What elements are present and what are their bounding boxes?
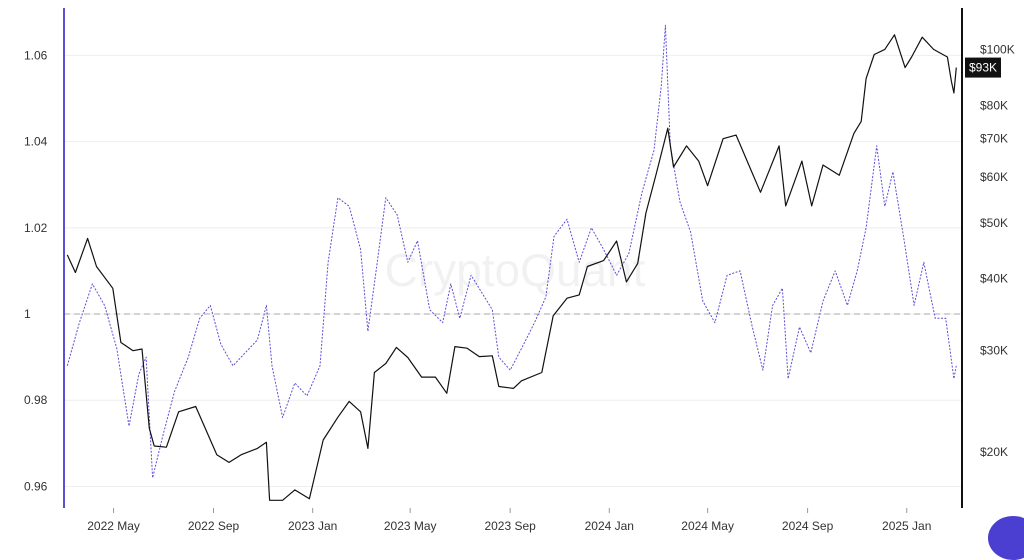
left-axis-ticks: 0.96 0.98 1 1.02 1.04 1.06: [24, 48, 48, 493]
right-axis-tick-label: $40K: [980, 272, 1008, 286]
current-price-label: $93K: [969, 61, 997, 75]
series-group: [66, 24, 957, 501]
x-axis-tick-label: 2024 Jan: [585, 519, 634, 533]
left-axis-tick-label: 1.02: [24, 221, 48, 235]
help-bubble[interactable]: [988, 516, 1024, 560]
x-axis-tick-label: 2025 Jan: [882, 519, 931, 533]
left-axis-tick-label: 0.96: [24, 479, 48, 493]
right-axis-tick-label: $80K: [980, 98, 1008, 112]
left-axis-tick-label: 1.06: [24, 48, 48, 62]
left-axis-tick-label: 0.98: [24, 393, 48, 407]
right-axis-tick-label: $60K: [980, 170, 1008, 184]
x-axis-tick-label: 2022 Sep: [188, 519, 240, 533]
x-axis-tick-label: 2024 May: [681, 519, 734, 533]
x-axis-tick-label: 2024 Sep: [782, 519, 834, 533]
axes: [63, 8, 963, 508]
x-axis-tick-label: 2022 May: [87, 519, 140, 533]
right-axis-tick-label: $30K: [980, 344, 1008, 358]
chart-canvas: CryptoQuant 0.96 0.98 1 1.02 1.04 1.06 $20K $3…: [24, 8, 1015, 533]
right-axis-tick-label: $50K: [980, 216, 1008, 230]
right-axis-ticks: $20K $30K $40K $50K $60K $70K $80K $100K: [980, 42, 1015, 459]
price-series-line: [66, 34, 957, 501]
x-axis-tick-label: 2023 Sep: [484, 519, 536, 533]
right-axis-tick-label: $100K: [980, 42, 1015, 56]
watermark: CryptoQuant: [385, 244, 646, 296]
grid-lines: [64, 54, 962, 487]
x-axis-ticks: 2022 May 2022 Sep 2023 Jan 2023 May 2023 Sep…: [87, 508, 931, 533]
right-axis-tick-label: $70K: [980, 132, 1008, 146]
current-price-badge-bg: [965, 57, 1001, 78]
x-axis-tick-label: 2023 Jan: [288, 519, 337, 533]
left-axis-tick-label: 1: [24, 307, 31, 321]
left-axis-tick-label: 1.04: [24, 135, 48, 149]
right-axis-tick-label: $20K: [980, 445, 1008, 459]
x-axis-tick-label: 2023 May: [384, 519, 437, 533]
current-price-badge: $93K: [965, 57, 1001, 78]
ratio-series-line: [66, 24, 957, 479]
